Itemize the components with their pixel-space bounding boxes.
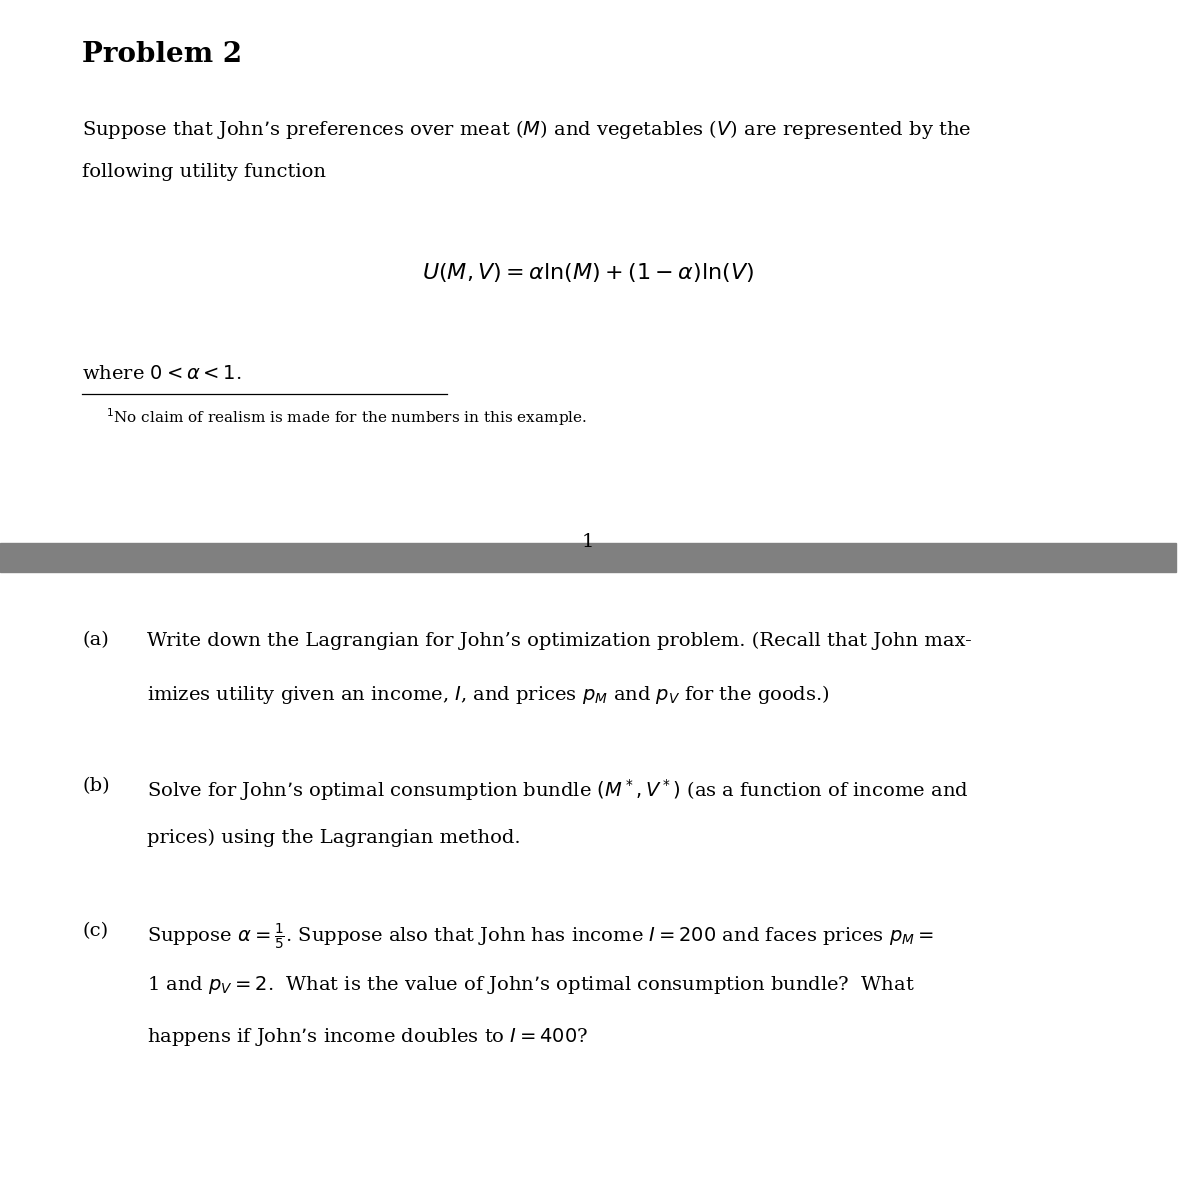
- Text: (c): (c): [83, 922, 108, 940]
- Text: $^1$No claim of realism is made for the numbers in this example.: $^1$No claim of realism is made for the …: [106, 406, 587, 427]
- Text: imizes utility given an income, $I$, and prices $p_M$ and $p_V$ for the goods.): imizes utility given an income, $I$, and…: [146, 683, 829, 706]
- Text: $U(M,V) = \alpha \ln(M) + (1 - \alpha) \ln(V)$: $U(M,V) = \alpha \ln(M) + (1 - \alpha) \…: [422, 262, 754, 284]
- Text: following utility function: following utility function: [83, 163, 326, 181]
- Text: Suppose $\alpha = \frac{1}{5}$. Suppose also that John has income $I = 200$ and : Suppose $\alpha = \frac{1}{5}$. Suppose …: [146, 922, 934, 952]
- Text: prices) using the Lagrangian method.: prices) using the Lagrangian method.: [146, 828, 521, 847]
- Text: where $0 < \alpha < 1$.: where $0 < \alpha < 1$.: [83, 365, 242, 382]
- Text: 1: 1: [582, 533, 594, 551]
- Text: Suppose that John’s preferences over meat ($M$) and vegetables ($V$) are represe: Suppose that John’s preferences over mea…: [83, 118, 972, 140]
- Text: 1 and $p_V = 2$.  What is the value of John’s optimal consumption bundle?  What: 1 and $p_V = 2$. What is the value of Jo…: [146, 974, 914, 996]
- Bar: [0, 543, 1176, 572]
- Text: (b): (b): [83, 776, 110, 794]
- Text: Problem 2: Problem 2: [83, 41, 242, 68]
- Text: happens if John’s income doubles to $I = 400$?: happens if John’s income doubles to $I =…: [146, 1025, 588, 1048]
- Text: Write down the Lagrangian for John’s optimization problem. (Recall that John max: Write down the Lagrangian for John’s opt…: [146, 631, 972, 649]
- Text: (a): (a): [83, 631, 109, 649]
- Text: Solve for John’s optimal consumption bundle $(M^*, V^*)$ (as a function of incom: Solve for John’s optimal consumption bun…: [146, 776, 968, 802]
